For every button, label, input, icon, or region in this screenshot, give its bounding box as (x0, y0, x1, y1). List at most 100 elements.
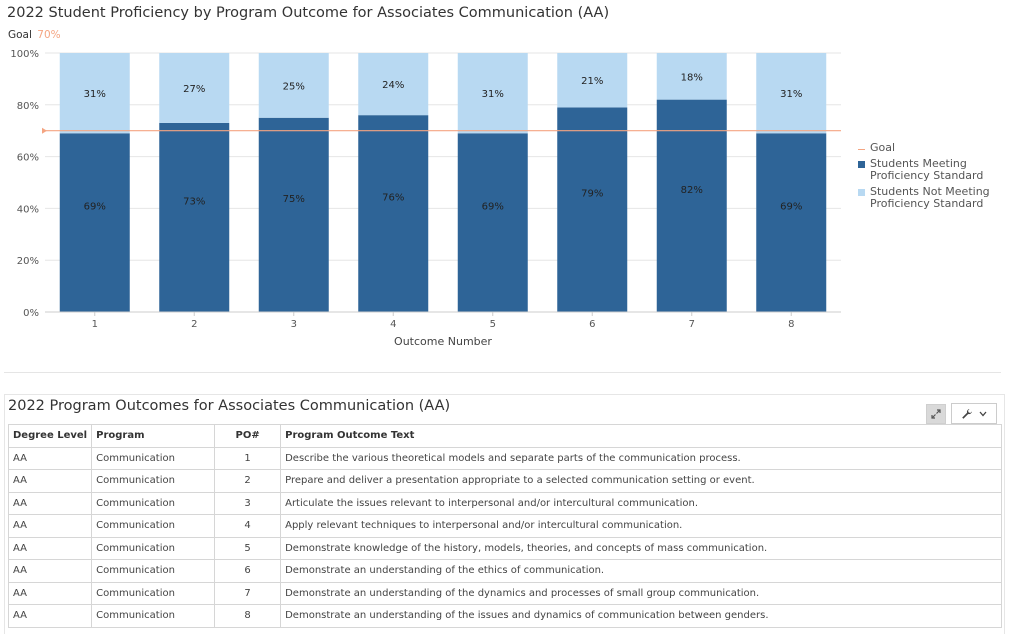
cell-outcome-text: Demonstrate an understanding of the issu… (280, 604, 1003, 628)
cell-po-number: 1 (214, 446, 282, 470)
cell-outcome-text: Describe the various theoretical models … (280, 446, 1003, 470)
x-tick-label: 7 (689, 319, 695, 330)
cell-degree-level: AA (7, 491, 93, 515)
data-label-not-meeting: 27% (183, 84, 205, 95)
data-label-not-meeting: 31% (780, 89, 802, 100)
table-row: AA Communication 8 Demonstrate an unders… (7, 604, 1003, 628)
goal-caption-value: 70% (37, 29, 61, 41)
cell-outcome-text: Apply relevant techniques to interperson… (280, 514, 1003, 538)
column-header-po-number[interactable]: PO# (214, 424, 282, 448)
cell-po-number: 5 (214, 536, 282, 560)
tools-menu-button[interactable] (951, 403, 997, 424)
goal-caption: Goal 70% (8, 29, 61, 41)
chevron-down-icon (979, 411, 987, 416)
column-header-degree-level[interactable]: Degree Level (7, 424, 93, 448)
cell-po-number: 3 (214, 491, 282, 515)
cell-po-number: 6 (214, 559, 282, 583)
data-label-not-meeting: 25% (283, 81, 305, 92)
x-axis-title: Outcome Number (394, 335, 492, 348)
bar-meeting (159, 122, 230, 313)
table-title: 2022 Program Outcomes for Associates Com… (8, 398, 451, 414)
cell-program: Communication (91, 469, 216, 493)
table-row: AA Communication 2 Prepare and deliver a… (7, 469, 1003, 493)
x-tick-label: 6 (589, 319, 595, 330)
legend-not-meeting-label: Students Not Meeting Proficiency Standar… (870, 184, 990, 210)
table-row: AA Communication 4 Apply relevant techni… (7, 514, 1003, 538)
data-label-meeting: 76% (382, 193, 404, 204)
y-tick-label: 100% (10, 49, 39, 60)
chart-title: 2022 Student Proficiency by Program Outc… (7, 5, 610, 21)
table-row: AA Communication 7 Demonstrate an unders… (7, 581, 1003, 605)
bar-not-meeting (258, 53, 329, 118)
cell-outcome-text: Demonstrate an understanding of the ethi… (280, 559, 1003, 583)
data-label-not-meeting: 31% (84, 89, 106, 100)
bar-not-meeting (457, 53, 528, 134)
data-label-meeting: 75% (283, 194, 305, 205)
bar-not-meeting (159, 53, 230, 123)
legend-not-meeting-swatch (858, 188, 865, 196)
expand-button[interactable] (926, 404, 946, 424)
bar-meeting (358, 115, 429, 312)
x-tick-label: 8 (788, 319, 794, 330)
section-divider (4, 372, 1001, 373)
expand-icon (931, 409, 941, 419)
x-tick-label: 1 (92, 319, 98, 330)
y-tick-label: 80% (17, 101, 39, 112)
x-tick-label: 4 (390, 319, 396, 330)
bar-not-meeting (756, 53, 827, 134)
goal-caption-label: Goal (8, 29, 32, 41)
goal-marker (42, 127, 47, 134)
legend-meeting-swatch (858, 160, 865, 168)
bar-meeting (258, 117, 329, 312)
outcomes-panel: 2022 Program Outcomes for Associates Com… (4, 394, 1005, 634)
bar-meeting (756, 133, 827, 312)
data-label-not-meeting: 21% (581, 76, 603, 87)
bar-meeting (457, 133, 528, 312)
cell-program: Communication (91, 581, 216, 605)
cell-degree-level: AA (7, 604, 93, 628)
legend-item-goal[interactable]: Goal (858, 141, 995, 155)
cell-po-number: 2 (214, 469, 282, 493)
cell-outcome-text: Demonstrate an understanding of the dyna… (280, 581, 1003, 605)
cell-program: Communication (91, 604, 216, 628)
cell-outcome-text: Prepare and deliver a presentation appro… (280, 469, 1003, 493)
chart-legend: Goal Students Meeting Proficiency Standa… (858, 141, 995, 214)
cell-degree-level: AA (7, 446, 93, 470)
bar-meeting (557, 107, 628, 312)
bar-not-meeting (59, 53, 130, 134)
data-label-not-meeting: 18% (681, 72, 703, 83)
data-label-meeting: 73% (183, 196, 205, 207)
y-tick-label: 60% (17, 153, 39, 164)
cell-degree-level: AA (7, 536, 93, 560)
cell-outcome-text: Articulate the issues relevant to interp… (280, 491, 1003, 515)
legend-meeting-label: Students Meeting Proficiency Standard (870, 156, 984, 182)
legend-item-not-meeting[interactable]: Students Not Meeting Proficiency Standar… (858, 184, 995, 211)
data-label-not-meeting: 24% (382, 80, 404, 91)
bar-not-meeting (358, 53, 429, 116)
data-label-meeting: 69% (780, 202, 802, 213)
cell-program: Communication (91, 446, 216, 470)
data-label-meeting: 82% (681, 185, 703, 196)
cell-program: Communication (91, 514, 216, 538)
cell-degree-level: AA (7, 559, 93, 583)
table-header-row: Degree Level Program PO# Program Outcome… (7, 424, 1003, 448)
legend-goal-label: Goal (870, 141, 896, 154)
legend-goal-swatch (858, 149, 865, 150)
cell-program: Communication (91, 536, 216, 560)
cell-degree-level: AA (7, 469, 93, 493)
column-header-program[interactable]: Program (91, 424, 216, 448)
cell-program: Communication (91, 491, 216, 515)
data-label-not-meeting: 31% (482, 89, 504, 100)
data-label-meeting: 69% (482, 202, 504, 213)
y-tick-label: 20% (17, 256, 39, 267)
x-tick-label: 3 (291, 319, 297, 330)
cell-po-number: 7 (214, 581, 282, 605)
cell-program: Communication (91, 559, 216, 583)
column-header-outcome-text[interactable]: Program Outcome Text (280, 424, 1003, 448)
data-label-meeting: 69% (84, 202, 106, 213)
table-row: AA Communication 6 Demonstrate an unders… (7, 559, 1003, 583)
legend-item-meeting[interactable]: Students Meeting Proficiency Standard (858, 156, 995, 183)
proficiency-chart: 0% 20% 40% 60% 80% 100% 69% 31% 1 73% 27% 2 75% 25% 3 7… (10, 49, 841, 348)
bar-meeting (59, 133, 130, 312)
cell-outcome-text: Demonstrate knowledge of the history, mo… (280, 536, 1003, 560)
